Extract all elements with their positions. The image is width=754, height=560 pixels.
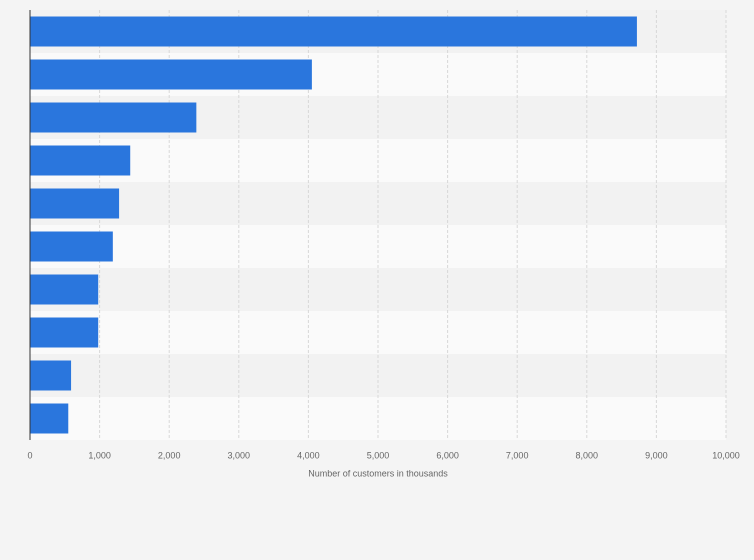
bar	[30, 188, 120, 219]
bar	[30, 403, 69, 434]
x-tick-label: 4,000	[297, 450, 320, 460]
x-tick-label: 6,000	[436, 450, 459, 460]
x-tick-label: 1,000	[88, 450, 111, 460]
bar	[30, 317, 99, 348]
row-band	[30, 397, 726, 440]
x-tick-label: 9,000	[645, 450, 668, 460]
x-tick-label: 3,000	[228, 450, 251, 460]
x-tick-label: 7,000	[506, 450, 529, 460]
row-band	[30, 182, 726, 225]
bar	[30, 231, 113, 262]
bar	[30, 16, 637, 47]
x-tick-label: 5,000	[367, 450, 390, 460]
bar	[30, 360, 72, 391]
bar	[30, 102, 197, 133]
x-axis-label: Number of customers in thousands	[308, 468, 448, 478]
x-tick-label: 8,000	[576, 450, 599, 460]
x-tick-label: 2,000	[158, 450, 181, 460]
row-band	[30, 268, 726, 311]
bar	[30, 59, 312, 90]
bar	[30, 145, 131, 176]
x-tick-label: 0	[27, 450, 32, 460]
x-tick-label: 10,000	[712, 450, 740, 460]
bar	[30, 274, 99, 305]
